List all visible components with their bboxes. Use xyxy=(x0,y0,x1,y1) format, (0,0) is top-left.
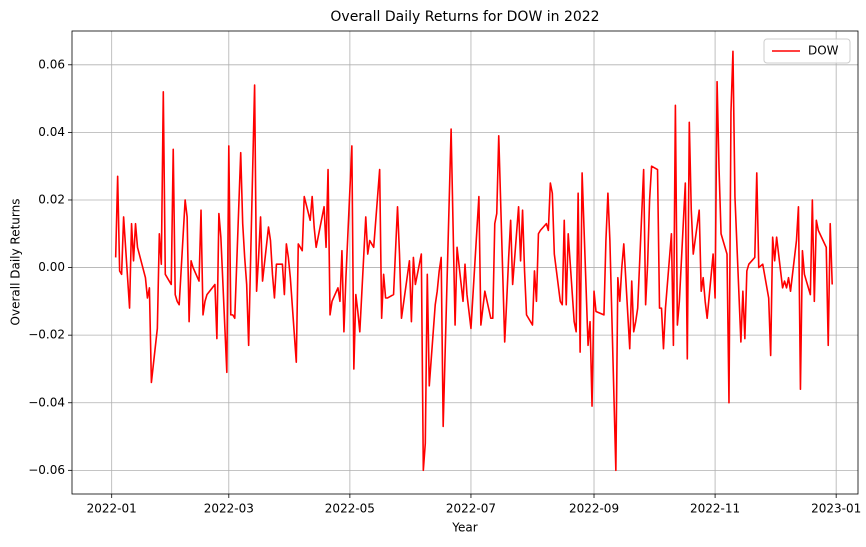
y-tick-label: 0.00 xyxy=(38,260,65,274)
y-tick-label: 0.04 xyxy=(38,125,65,139)
x-tick-label: 2023-01 xyxy=(811,502,861,516)
x-tick-label: 2022-05 xyxy=(325,502,375,516)
legend-label: DOW xyxy=(808,44,839,58)
x-tick-label: 2022-03 xyxy=(204,502,254,516)
x-tick-label: 2022-07 xyxy=(446,502,496,516)
y-tick-label: −0.04 xyxy=(28,395,65,409)
x-tick-label: 2022-01 xyxy=(87,502,137,516)
x-tick-label: 2022-09 xyxy=(569,502,619,516)
y-tick-label: 0.02 xyxy=(38,192,65,206)
y-axis-label: Overall Daily Returns xyxy=(9,199,23,326)
x-axis-label: Year xyxy=(451,521,477,535)
x-tick-label: 2022-11 xyxy=(690,502,740,516)
y-tick-label: −0.06 xyxy=(28,463,65,477)
legend-box xyxy=(763,38,851,64)
plot-frame xyxy=(71,30,859,495)
y-tick-label: −0.02 xyxy=(28,328,65,342)
y-tick-label: 0.06 xyxy=(38,57,65,71)
chart-title: Overall Daily Returns for DOW in 2022 xyxy=(330,9,599,25)
data-line xyxy=(114,50,833,472)
